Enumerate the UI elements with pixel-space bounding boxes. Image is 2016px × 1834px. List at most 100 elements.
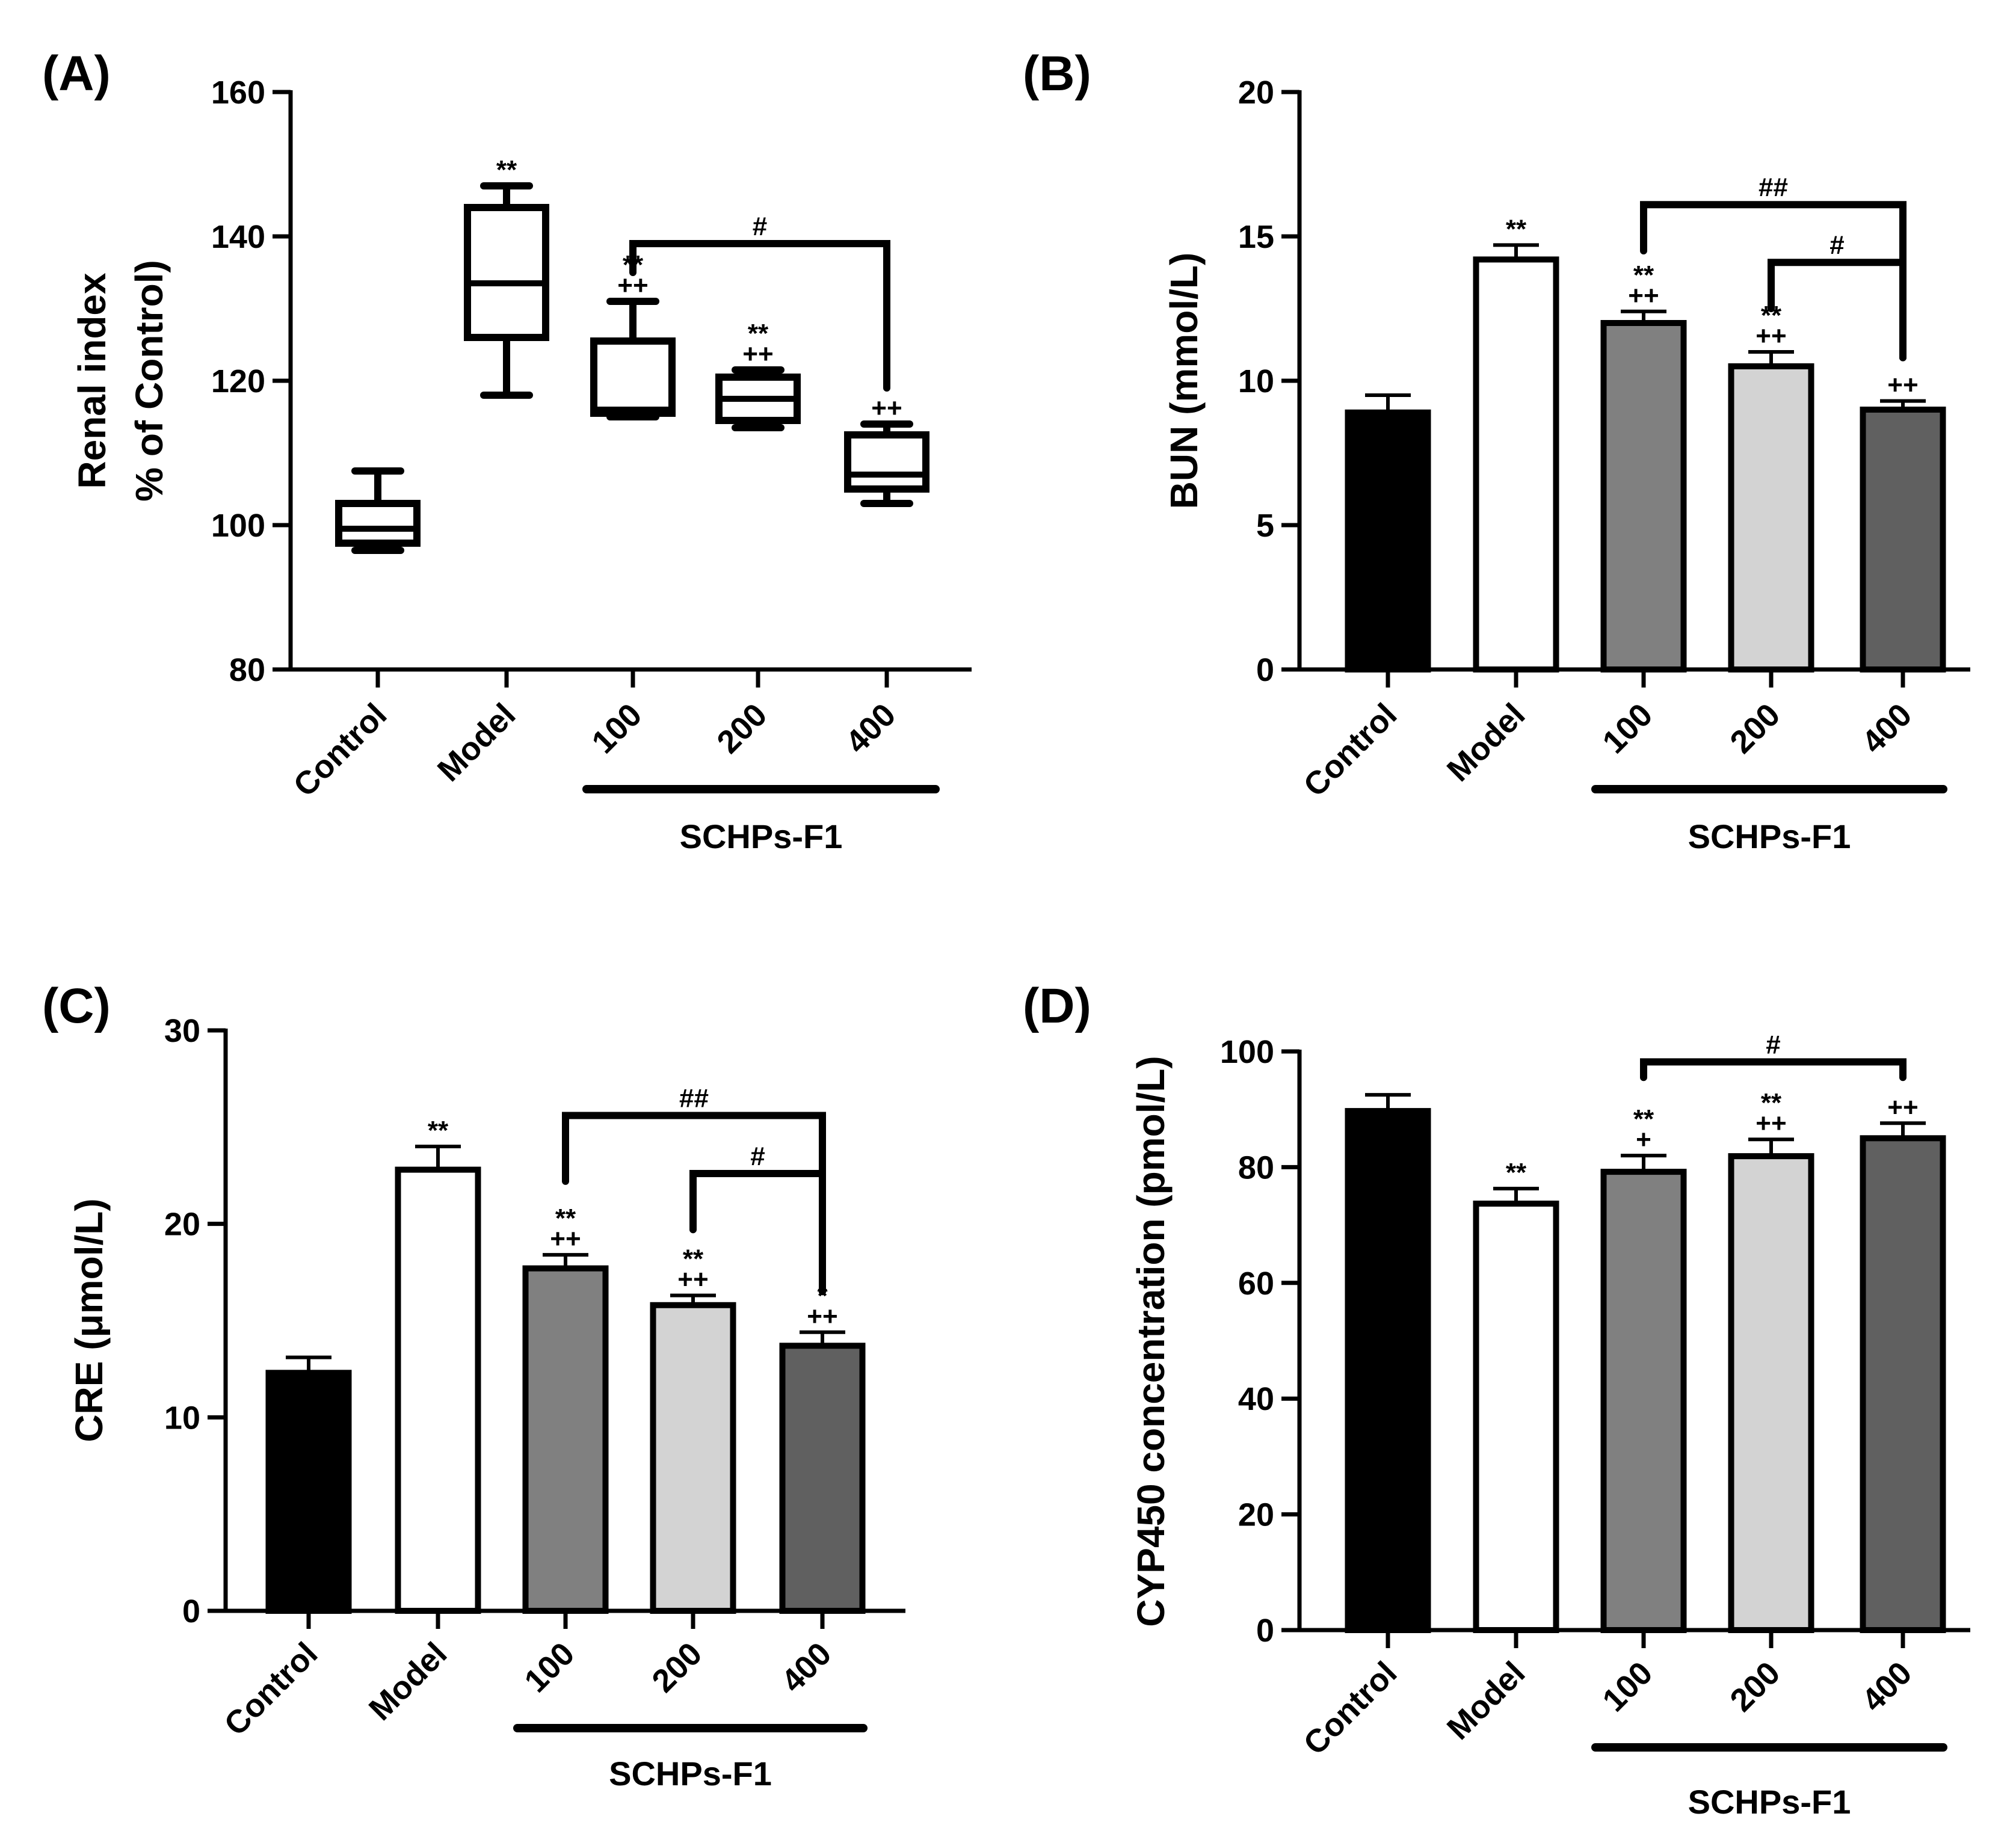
y-tick-label: 10 [1238,363,1274,399]
panel-label: (C) [42,979,111,1033]
significance-marker: ** [496,155,517,185]
significance-marker: ++ [677,1265,708,1294]
y-tick-label: 160 [211,75,265,111]
bar-Control [265,1370,352,1614]
x-tick-label: 200 [1723,697,1787,760]
group-label: SCHPs-F1 [1688,817,1851,855]
panel-c: (C) 0 10 20 30 CRE (μmol/L) Control Model 100 200… [42,979,905,1792]
panel-a: (A) 80 100 120 140 160 Renal index % of Control… [42,46,972,855]
significance-marker: ** [1633,260,1654,290]
y-tick-label: 30 [164,1013,200,1049]
bar-400 [1860,407,1946,672]
significance-marker: ++ [807,1302,837,1331]
x-tick-label: 100 [517,1636,581,1699]
y-tick-label: 100 [1220,1034,1274,1070]
significance-marker: ** [1633,1104,1654,1134]
y-tick-label: 0 [1256,652,1274,688]
x-tick-label: 200 [1723,1655,1787,1719]
y-tick-label: 60 [1238,1266,1274,1302]
x-tick-label: Model [1440,697,1532,789]
y-axis-title: CRE (μmol/L) [67,1198,111,1442]
y-tick-label: 5 [1256,508,1274,544]
significance-marker: ** [555,1204,576,1233]
significance-marker: ++ [1628,281,1659,310]
significance-marker: ++ [1887,371,1918,400]
bar-200 [1728,363,1814,672]
group-label: SCHPs-F1 [680,817,843,855]
x-tick-label: 400 [774,1636,838,1699]
significance-marker: ++ [1756,321,1786,351]
comparison-label: ## [679,1084,709,1113]
bar-100 [522,1265,609,1614]
comparison-bracket [629,240,890,392]
y-tick-label: 20 [164,1207,200,1243]
panel-label: (A) [42,46,111,101]
x-tick-label: Model [362,1636,454,1728]
box-Control [335,500,421,547]
y-tick-label: 20 [1238,75,1274,111]
y-tick-label: 0 [1256,1613,1274,1649]
bar-200 [1728,1153,1814,1633]
x-tick-label: 400 [839,697,902,760]
x-tick-label: Model [431,697,523,789]
panel-label: (D) [1023,979,1091,1033]
bar-100 [1600,1169,1687,1633]
y-tick-label: 100 [211,508,265,544]
box-400 [844,431,929,493]
y-axis-title: Renal index [70,272,114,489]
comparison-bracket [1640,1058,1907,1082]
y-axis-title: % of Control) [128,260,171,502]
x-tick-label: Control [217,1636,324,1743]
x-tick-label: Control [286,697,393,804]
comparison-label: # [753,212,767,241]
y-tick-label: 40 [1238,1381,1274,1417]
group-label: SCHPs-F1 [1688,1783,1851,1821]
y-tick-label: 120 [211,363,265,399]
y-axis-title: BUN (mmol/L) [1162,253,1206,509]
significance-marker: ++ [1756,1109,1786,1138]
bar-Model [395,1166,481,1614]
bar-100 [1600,320,1687,672]
bar-400 [1860,1135,1946,1634]
x-tick-label: 100 [1595,1655,1659,1719]
x-tick-label: Control [1296,1655,1404,1762]
x-tick-label: 100 [585,697,649,760]
comparison-label: # [1766,1030,1780,1059]
significance-marker: ++ [871,393,902,423]
significance-marker: ++ [550,1224,581,1254]
significance-marker: ++ [742,339,773,369]
y-tick-label: 10 [164,1400,200,1436]
comparison-label: # [1830,230,1844,260]
x-tick-label: 400 [1855,1655,1919,1719]
x-tick-label: 400 [1855,697,1919,760]
bar-400 [779,1343,866,1614]
significance-marker: ** [1506,1158,1527,1187]
x-tick-label: Model [1440,1655,1532,1747]
bar-Control [1345,409,1431,672]
box-Model [464,204,549,341]
bar-Model [1473,1201,1559,1633]
significance-marker: ** [683,1245,704,1274]
significance-marker: ** [428,1116,449,1145]
comparison-label: # [750,1142,765,1171]
x-tick-label: 100 [1595,697,1659,760]
significance-marker: + [1636,1125,1651,1154]
group-label: SCHPs-F1 [609,1755,772,1792]
y-tick-label: 0 [182,1593,200,1629]
significance-marker: ** [748,319,769,348]
y-tick-label: 80 [229,652,265,688]
bar-Model [1473,256,1559,672]
significance-marker: ** [1506,214,1527,244]
x-tick-label: 200 [710,697,774,760]
bar-Control [1345,1108,1431,1634]
panel-label: (B) [1023,46,1091,101]
bar-200 [650,1302,736,1614]
comparison-bracket [1768,259,1907,362]
panel-b: (B) 0 5 10 15 20 BUN (mmol/L) Control Model 100 20… [1023,46,1970,855]
y-axis-title: CYP450 concentration (pmol/L) [1129,1056,1173,1626]
y-tick-label: 140 [211,219,265,255]
y-tick-label: 20 [1238,1497,1274,1533]
x-tick-label: Control [1296,697,1404,804]
y-tick-label: 15 [1238,219,1274,255]
